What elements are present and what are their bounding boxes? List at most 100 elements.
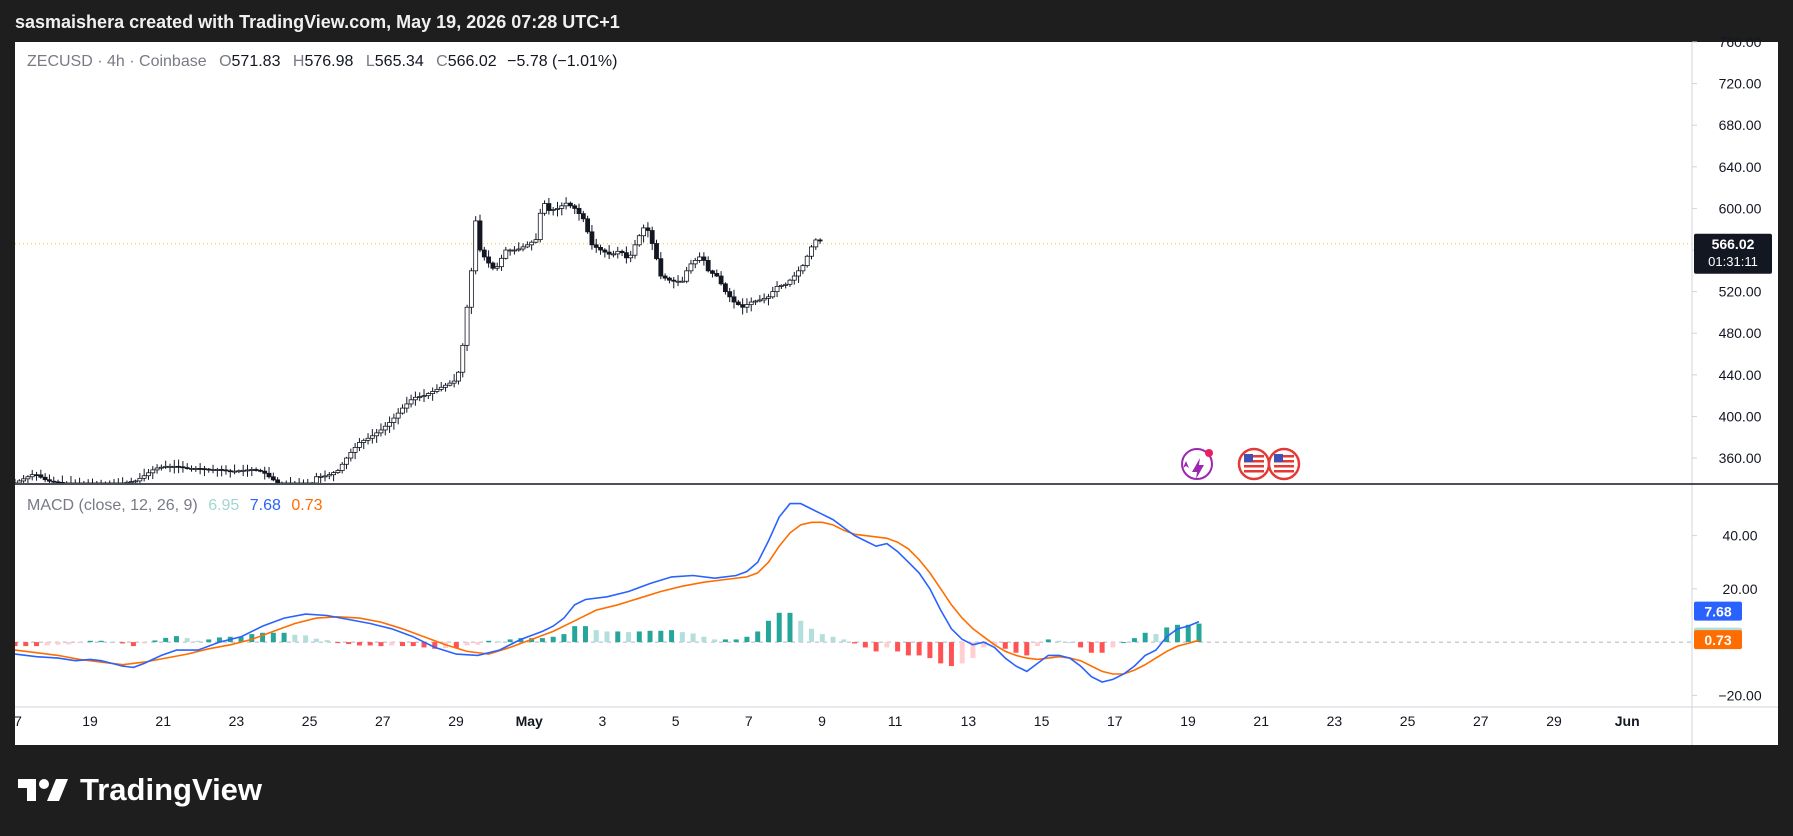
candle-body — [576, 208, 582, 215]
time-tick-label: 19 — [82, 713, 98, 729]
candle-body — [602, 249, 608, 253]
price-tick-label: 640.00 — [1719, 159, 1762, 175]
candle-body — [636, 235, 642, 246]
price-tick-label: 520.00 — [1719, 284, 1762, 300]
macd-histogram-bar — [1002, 642, 1008, 649]
candle-body — [335, 470, 341, 473]
candle-body — [611, 253, 616, 256]
candle-body — [529, 241, 535, 246]
macd-signal-badge-value: 0.73 — [1704, 632, 1731, 648]
macd-title[interactable]: MACD (close, 12, 26, 9) — [27, 497, 198, 514]
macd-histogram-bar — [141, 642, 147, 644]
macd-histogram-bar — [938, 642, 944, 664]
candle-body — [270, 476, 276, 481]
candle-body — [339, 463, 345, 471]
change-value: −5.78 (−1.01%) — [507, 53, 618, 70]
macd-histogram-bar — [486, 640, 492, 643]
chart-panel[interactable] — [15, 42, 1778, 745]
time-tick-label: 27 — [1473, 713, 1489, 729]
us-flag-ring — [1237, 447, 1271, 481]
macd-histogram-bar — [346, 642, 352, 645]
low-label: L — [365, 53, 375, 70]
candle-body — [494, 266, 500, 269]
candle-body — [223, 469, 229, 472]
macd-histogram-bar — [44, 642, 50, 646]
candle-body — [128, 481, 134, 483]
candle-body — [645, 227, 651, 231]
candle-body — [740, 304, 746, 308]
macd-histogram-bar — [184, 638, 190, 643]
tradingview-logo[interactable]: TradingView — [18, 772, 262, 808]
macd-histogram-bar — [712, 639, 718, 643]
macd-histogram-bar — [303, 635, 309, 643]
macd-histogram-bar — [217, 637, 223, 643]
candle-body — [443, 384, 448, 388]
candle-body — [619, 250, 625, 254]
price-tick-label: 760.00 — [1719, 34, 1762, 50]
candle-body — [141, 475, 147, 479]
macd-tick-label: 40.00 — [1722, 528, 1757, 544]
time-tick-label: 23 — [229, 713, 245, 729]
macd-histogram-bar — [238, 636, 244, 643]
candle-body — [425, 393, 431, 397]
macd-histogram-bar — [862, 642, 868, 648]
macd-signal-line — [15, 521, 1200, 675]
macd-histogram-bar — [1045, 639, 1051, 643]
candle-body — [146, 472, 151, 477]
candle-body — [55, 481, 61, 483]
last-price-badge-bg — [1694, 233, 1772, 274]
price-tick-label: 440.00 — [1719, 367, 1762, 383]
candle-body — [438, 386, 444, 390]
candle-body — [42, 476, 48, 481]
macd-histogram-bar — [669, 630, 675, 643]
candle-body — [16, 480, 22, 483]
macd-signal-badge: 0.73 — [1694, 630, 1742, 650]
candle-body — [266, 472, 272, 478]
macd-histogram-bar — [378, 642, 384, 647]
candle-body — [387, 422, 392, 427]
candle-body — [331, 472, 337, 476]
macd-histogram-bar — [787, 612, 793, 643]
candle-body — [542, 203, 547, 214]
candle-body — [800, 265, 806, 272]
macd-signal-value: 0.73 — [291, 497, 323, 514]
macd-histogram-bar — [852, 642, 858, 644]
macd-signal-badge-bg — [1694, 630, 1742, 650]
time-tick-label: 11 — [888, 713, 903, 729]
price-legend: ZECUSD · 4h · Coinbase O571.83 H576.98 L… — [27, 53, 617, 71]
candle-body — [796, 270, 801, 277]
macd-histogram-bar — [87, 640, 93, 643]
macd-histogram-bar — [464, 642, 470, 646]
candle-body — [546, 203, 552, 211]
ai-news-icon — [1181, 448, 1213, 480]
candle-body — [761, 297, 767, 301]
candle-body — [804, 255, 810, 267]
open-label: O — [219, 53, 232, 70]
macd-histogram-bar — [722, 639, 728, 643]
us-flag-stripe — [1274, 455, 1294, 458]
candle-body — [606, 251, 612, 255]
candle-body — [667, 277, 672, 281]
macd-histogram-bar — [819, 634, 825, 643]
macd-histogram-bar — [432, 642, 438, 649]
macd-histogram-bar — [356, 642, 362, 646]
candle-body — [262, 470, 268, 474]
macd-histogram-bar — [496, 641, 502, 643]
candle-body — [735, 301, 741, 306]
candle-body — [404, 403, 410, 409]
candle-body — [322, 475, 328, 478]
candle-body — [413, 396, 418, 401]
candle-body — [774, 286, 780, 293]
macd-histogram-bar — [765, 620, 771, 643]
candle-body — [253, 469, 259, 471]
macd-histogram-bar — [120, 642, 126, 644]
us-flag-canton — [1244, 454, 1253, 462]
macd-histogram-bar — [152, 640, 158, 643]
macd-line-badge-value: 7.68 — [1704, 604, 1731, 620]
us-flag-canton — [1274, 454, 1283, 462]
candle-body — [25, 476, 31, 480]
macd-histogram-bar — [776, 612, 782, 643]
candle-body — [206, 468, 212, 471]
symbol-info[interactable]: ZECUSD · 4h · Coinbase — [27, 53, 207, 70]
